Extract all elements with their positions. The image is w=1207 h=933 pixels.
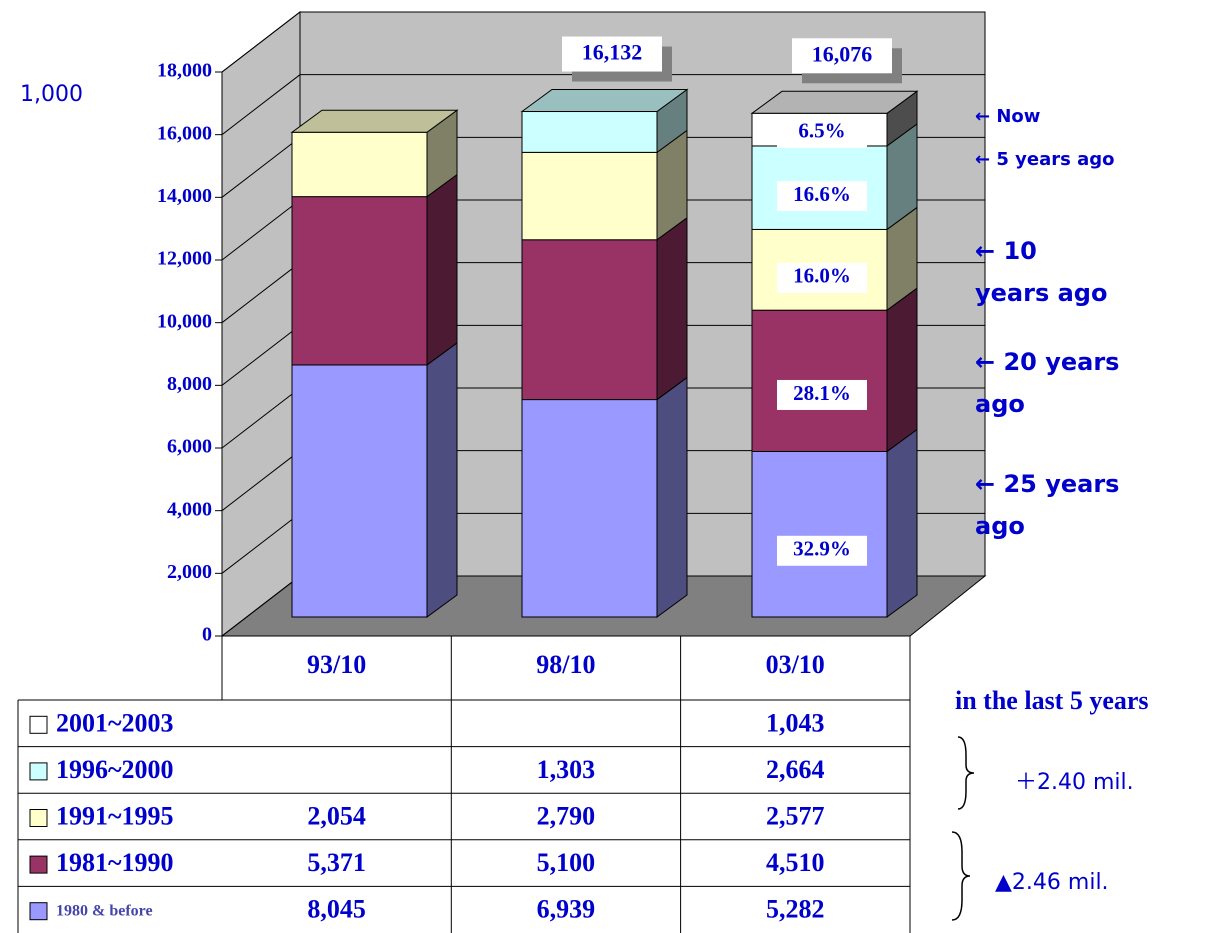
share-label-box	[777, 262, 867, 293]
bar-segment	[521, 111, 658, 153]
annotation: ← 5 years ago	[975, 149, 1115, 170]
bar-segment	[291, 196, 428, 366]
table-value: 5,371	[307, 848, 366, 877]
legend-label: 1981~1990	[56, 848, 174, 877]
bar-top	[290, 109, 459, 133]
table-value: 2,790	[537, 801, 596, 830]
side-wall	[221, 10, 301, 638]
table-note: in the last 5 years	[955, 686, 1149, 715]
annotation: ← 20 years ago	[975, 348, 1120, 418]
share-label-box	[777, 117, 867, 148]
bar-side	[426, 173, 458, 366]
y-tick-label: 2,000	[167, 561, 212, 583]
bar-side	[656, 376, 688, 618]
bar-segment	[291, 131, 428, 198]
bar-segment	[521, 151, 658, 241]
x-tick-label: 93/10	[307, 650, 366, 679]
bar-top	[750, 90, 919, 114]
share-label-box	[777, 181, 867, 212]
y-tick-label: 0	[202, 624, 212, 646]
legend-label: 1996~2000	[56, 755, 174, 784]
bar-segment	[521, 399, 658, 618]
share-label: 32.9%	[793, 537, 851, 561]
y-tick-label: 18,000	[157, 60, 212, 82]
grid-line	[221, 11, 985, 73]
table-value: 2,664	[766, 755, 825, 784]
bar-side	[426, 341, 458, 618]
table-value: 1,043	[766, 708, 825, 737]
legend-swatch	[29, 715, 48, 734]
x-tick-label: 98/10	[536, 650, 595, 679]
table-value: 2,577	[766, 801, 825, 830]
total-label-box	[792, 38, 892, 74]
table-value: 5,100	[537, 848, 596, 877]
change-label: ＋2.40 mil.	[1015, 770, 1134, 795]
change-label: ▲2.46 mil.	[995, 870, 1109, 895]
share-label: 16.0%	[793, 264, 851, 288]
share-label-box	[777, 535, 867, 566]
y-tick-label: 4,000	[167, 498, 212, 520]
legend-label: 1991~1995	[56, 801, 174, 830]
bar-segment	[521, 239, 658, 401]
share-label-box	[777, 379, 867, 410]
y-tick-label: 12,000	[157, 248, 212, 270]
brace	[957, 736, 975, 810]
table-header	[221, 635, 911, 701]
grid-line	[221, 74, 985, 136]
y-tick-label: 16,000	[157, 122, 212, 144]
legend-label: 1980 & before	[56, 902, 153, 919]
annotation: ← 25 years ago	[975, 470, 1120, 540]
table-value: 6,939	[537, 895, 596, 924]
total-label-box	[562, 36, 662, 72]
legend-swatch	[29, 809, 48, 827]
table-value: 1,303	[537, 755, 596, 784]
annotation: ← 10 years ago	[975, 237, 1108, 307]
legend-label: 2001~2003	[56, 708, 174, 737]
legend-swatch	[29, 855, 48, 874]
total-label: 16,132	[582, 40, 643, 65]
unit-label: 1,000	[20, 82, 83, 107]
legend-swatch	[29, 762, 48, 781]
table-value: 8,045	[307, 895, 366, 924]
share-label: 28.1%	[793, 381, 851, 405]
table-value: 2,054	[307, 801, 366, 830]
share-label: 16.6%	[793, 182, 851, 206]
y-tick-label: 10,000	[157, 310, 212, 332]
x-tick-label: 03/10	[766, 650, 825, 679]
bar-segment	[291, 364, 428, 618]
bar-segment	[751, 450, 888, 618]
y-tick-label: 14,000	[157, 185, 212, 207]
legend-swatch	[29, 902, 48, 921]
share-label: 6.5%	[798, 119, 845, 143]
y-tick-label: 6,000	[167, 436, 212, 458]
table-value: 4,510	[766, 848, 825, 877]
bar-side	[886, 428, 918, 618]
annotation: ← Now	[975, 106, 1041, 127]
brace	[951, 831, 971, 921]
table-value: 5,282	[766, 895, 825, 924]
bar-top	[520, 89, 689, 113]
bar-side	[656, 216, 688, 401]
bar-side	[886, 287, 918, 453]
y-tick-label: 8,000	[167, 373, 212, 395]
total-label: 16,076	[812, 41, 873, 66]
